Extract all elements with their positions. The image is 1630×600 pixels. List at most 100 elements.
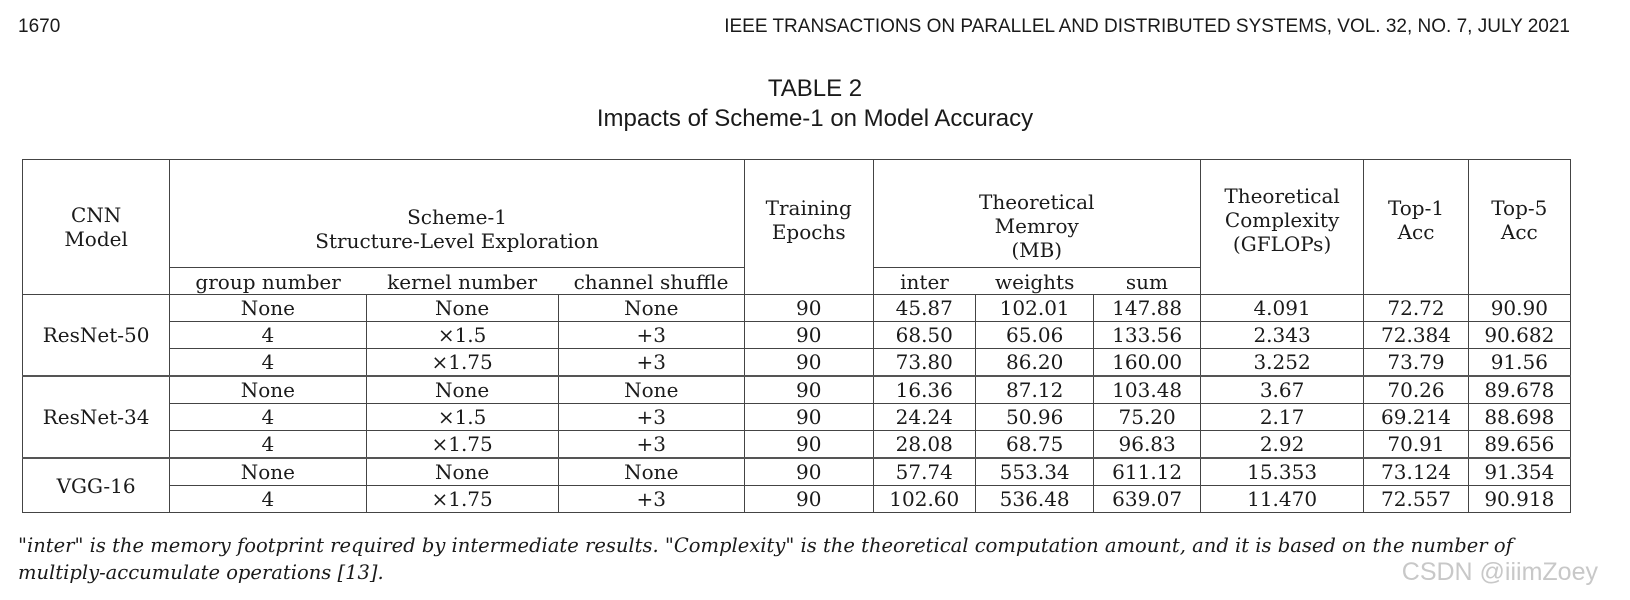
table-title: Impacts of Scheme-1 on Model Accuracy: [596, 105, 1034, 132]
header-inter: inter: [872, 267, 976, 295]
header-complexity: Theoretical Complexity (GFLOPs): [1199, 159, 1365, 295]
page-number: 1670: [18, 16, 61, 37]
shuffle-cell: +3: [557, 430, 745, 459]
model-name-cell: ResNet-50: [21, 294, 171, 377]
weights-cell: 50.96: [975, 403, 1094, 431]
table-row: 4 ×1.75 +3 90 102.60 536.48 639.07 11.470 72.557…: [23, 485, 1572, 513]
sum-cell: 103.48: [1093, 375, 1201, 404]
table-row: VGG-16 None None None 90 57.74 553.34 611.12 15.…: [21, 457, 1572, 513]
table-label: TABLE 2: [767, 75, 863, 102]
gflops-cell: 15.353: [1199, 457, 1365, 486]
weights-cell: 68.75: [975, 430, 1094, 459]
top1-cell: 70.91: [1363, 430, 1469, 459]
header-group-number: group number: [169, 267, 367, 295]
top1-cell: 69.214: [1363, 403, 1469, 431]
weights-cell: 102.01: [975, 294, 1094, 322]
top1-cell: 72.384: [1363, 321, 1469, 349]
header-sum: sum: [1093, 267, 1201, 295]
epochs-cell: 90: [743, 321, 874, 349]
table-row: 4 ×1.75 +3 90 73.80 86.20 160.00 3.252 73.79 91.5…: [23, 348, 1572, 377]
sum-cell: 611.12: [1093, 457, 1201, 486]
epochs-cell: 90: [743, 403, 874, 431]
top5-cell: 90.682: [1467, 321, 1572, 349]
weights-cell: 65.06: [975, 321, 1094, 349]
gflops-cell: 3.252: [1199, 348, 1365, 377]
header-top5: Top-5 Acc: [1467, 159, 1572, 295]
header-top1: Top-1 Acc: [1363, 159, 1469, 295]
inter-cell: 57.74: [872, 457, 976, 486]
table-row: 4 ×1.5 +3 90 24.24 50.96 75.20 2.17 69.214 88.698: [23, 403, 1572, 431]
sum-cell: 147.88: [1093, 294, 1201, 322]
inter-cell: 45.87: [872, 294, 976, 322]
epochs-cell: 90: [743, 348, 874, 377]
gflops-cell: 4.091: [1199, 294, 1365, 322]
header-weights: weights: [975, 267, 1094, 295]
kernel-cell: ×1.75: [366, 348, 559, 377]
shuffle-cell: None: [557, 375, 745, 404]
top1-cell: 72.72: [1363, 294, 1469, 322]
epochs-cell: 90: [743, 294, 874, 322]
epochs-cell: 90: [743, 485, 874, 513]
sum-cell: 96.83: [1093, 430, 1201, 459]
weights-cell: 87.12: [975, 375, 1094, 404]
table-row: ResNet-50 None None None 90 45.87 102.01 147.88…: [21, 294, 1572, 377]
epochs-cell: 90: [743, 430, 874, 459]
top1-cell: 73.124: [1363, 457, 1469, 486]
kernel-cell: None: [366, 294, 559, 322]
sum-cell: 75.20: [1093, 403, 1201, 431]
table-footnote: "inter" is the memory footprint required…: [18, 534, 1513, 584]
header-channel-shuffle: channel shuffle: [558, 267, 745, 295]
kernel-cell: None: [366, 457, 559, 486]
inter-cell: 68.50: [872, 321, 976, 349]
results-table: CNN Model Scheme-1 Structure-Level Explora…: [21, 159, 1572, 513]
top5-cell: 89.678: [1467, 375, 1572, 404]
table-caption: TABLE 2 Impacts of Scheme-1 on Model Acc…: [0, 74, 1630, 134]
kernel-cell: ×1.5: [366, 403, 559, 431]
shuffle-cell: +3: [557, 485, 745, 513]
epochs-cell: 90: [743, 375, 874, 404]
running-head: 1670 IEEE TRANSACTIONS ON PARALLEL AND D…: [18, 16, 1570, 40]
kernel-cell: None: [366, 375, 559, 404]
top1-cell: 70.26: [1363, 375, 1469, 404]
inter-cell: 24.24: [872, 403, 976, 431]
header-cnn-model: CNN Model: [21, 159, 171, 295]
weights-cell: 86.20: [975, 348, 1094, 377]
top5-cell: 91.56: [1467, 348, 1572, 377]
gflops-cell: 2.343: [1199, 321, 1365, 349]
top5-cell: 88.698: [1467, 403, 1572, 431]
sum-cell: 133.56: [1093, 321, 1201, 349]
kernel-cell: ×1.5: [366, 321, 559, 349]
journal-title: IEEE TRANSACTIONS ON PARALLEL AND DISTRI…: [724, 16, 1570, 37]
gflops-cell: 11.470: [1199, 485, 1365, 513]
shuffle-cell: None: [557, 294, 745, 322]
table-row: 4 ×1.75 +3 90 28.08 68.75 96.83 2.92 70.91 89.656: [23, 430, 1572, 459]
weights-cell: 536.48: [975, 485, 1094, 513]
gflops-cell: 2.92: [1199, 430, 1365, 459]
group-cell: 4: [169, 348, 367, 377]
top1-cell: 72.557: [1363, 485, 1469, 513]
group-cell: None: [169, 375, 367, 404]
watermark: CSDN @iiimZoey: [1401, 558, 1598, 586]
top5-cell: 89.656: [1467, 430, 1572, 459]
gflops-cell: 3.67: [1199, 375, 1365, 404]
table-row: ResNet-34 None None None 90 16.36 87.12 103.48 3…: [21, 375, 1572, 459]
header-memory: Theoretical Memroy (MB): [872, 159, 1201, 268]
inter-cell: 28.08: [872, 430, 976, 459]
shuffle-cell: +3: [557, 348, 745, 377]
inter-cell: 16.36: [872, 375, 976, 404]
group-cell: 4: [169, 321, 367, 349]
gflops-cell: 2.17: [1199, 403, 1365, 431]
table-row: 4 ×1.5 +3 90 68.50 65.06 133.56 2.343 72.384 90.6…: [23, 321, 1572, 349]
model-name-cell: VGG-16: [21, 457, 171, 513]
top5-cell: 91.354: [1467, 457, 1572, 486]
group-cell: 4: [169, 403, 367, 431]
header-training-epochs: Training Epochs: [743, 159, 874, 295]
shuffle-cell: +3: [557, 403, 745, 431]
group-cell: None: [169, 457, 367, 486]
shuffle-cell: +3: [557, 321, 745, 349]
kernel-cell: ×1.75: [366, 430, 559, 459]
header-scheme: Scheme-1 Structure-Level Exploration: [169, 159, 745, 268]
weights-cell: 553.34: [975, 457, 1094, 486]
inter-cell: 73.80: [872, 348, 976, 377]
kernel-cell: ×1.75: [366, 485, 559, 513]
